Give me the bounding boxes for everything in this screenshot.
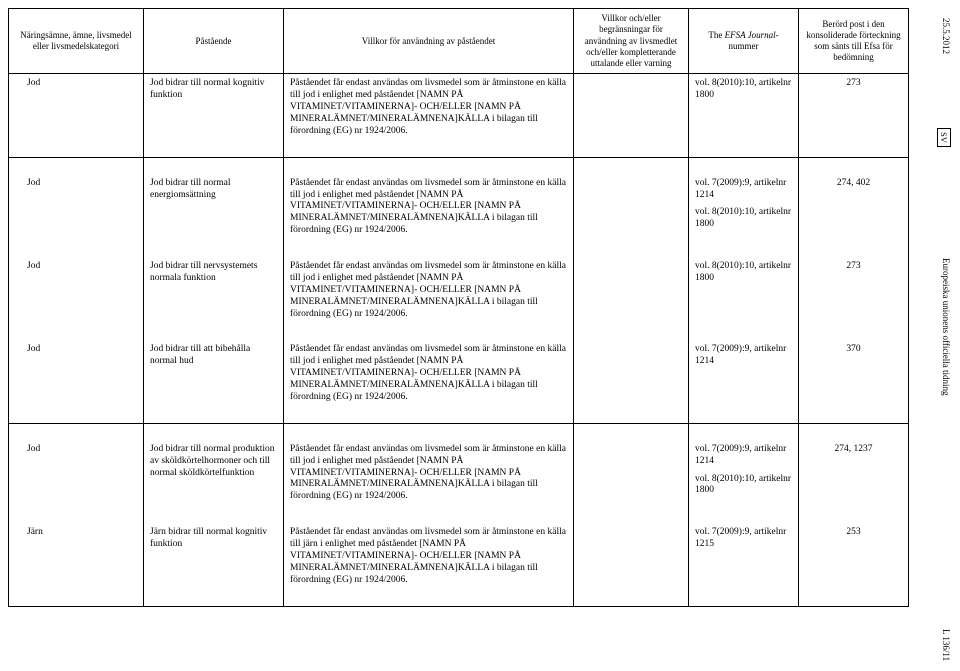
cell-nutrient: Jod bbox=[9, 440, 144, 507]
cell-entry: 273 bbox=[799, 257, 909, 324]
header-efsa-pre: The bbox=[708, 30, 724, 40]
cell-entry: 370 bbox=[799, 340, 909, 407]
header-conditions: Villkor för användning av påståendet bbox=[284, 9, 574, 74]
cell-claim: Jod bidrar till normal energiomsättning bbox=[144, 174, 284, 241]
cell-efsa: vol. 8(2010):10, artikelnr 1800 bbox=[689, 74, 799, 142]
cell-entry: 274, 402 bbox=[799, 174, 909, 241]
cell-nutrient: Jod bbox=[9, 257, 144, 324]
cell-claim: Järn bidrar till normal kognitiv funktio… bbox=[144, 523, 284, 590]
cell-restrictions bbox=[574, 174, 689, 241]
cell-claim: Jod bidrar till att bibehålla normal hud bbox=[144, 340, 284, 407]
cell-nutrient: Jod bbox=[9, 340, 144, 407]
header-efsa: The EFSA Journal-nummer bbox=[689, 9, 799, 74]
cell-nutrient: Jod bbox=[9, 174, 144, 241]
cell-restrictions bbox=[574, 257, 689, 324]
spacer bbox=[9, 507, 909, 523]
cell-efsa-a: vol. 7(2009):9, artikelnr 1214 bbox=[695, 444, 792, 468]
cell-restrictions bbox=[574, 340, 689, 407]
header-efsa-italic: EFSA Journal bbox=[725, 30, 776, 40]
cell-efsa: vol. 7(2009):9, artikelnr 1215 bbox=[689, 523, 799, 590]
margin-lang: SV bbox=[937, 128, 951, 147]
cell-restrictions bbox=[574, 74, 689, 142]
spacer bbox=[9, 158, 909, 174]
cell-conditions: Påståendet får endast användas om livsme… bbox=[284, 174, 574, 241]
table-row: Jod Jod bidrar till normal energiomsättn… bbox=[9, 174, 909, 241]
cell-nutrient: Järn bbox=[9, 523, 144, 590]
cell-claim: Jod bidrar till normal kognitiv funktion bbox=[144, 74, 284, 142]
cell-nutrient: Jod bbox=[9, 74, 144, 142]
cell-claim: Jod bidrar till normal produktion av skö… bbox=[144, 440, 284, 507]
margin-page: L 136/11 bbox=[941, 629, 951, 661]
spacer bbox=[9, 591, 909, 607]
cell-efsa: vol. 7(2009):9, artikelnr 1214 vol. 8(20… bbox=[689, 440, 799, 507]
cell-conditions: Påståendet får endast användas om livsme… bbox=[284, 74, 574, 142]
spacer bbox=[9, 241, 909, 257]
cell-entry: 253 bbox=[799, 523, 909, 590]
table-row: Järn Järn bidrar till normal kognitiv fu… bbox=[9, 523, 909, 590]
table-row: Jod Jod bidrar till att bibehålla normal… bbox=[9, 340, 909, 407]
margin-journal: Europeiska unionens officiella tidning bbox=[941, 258, 951, 396]
spacer bbox=[9, 408, 909, 424]
table-row: Jod Jod bidrar till nervsystemets normal… bbox=[9, 257, 909, 324]
header-row: Näringsämne, ämne, livsmedel eller livsm… bbox=[9, 9, 909, 74]
table-row: Jod Jod bidrar till normal kognitiv funk… bbox=[9, 74, 909, 142]
cell-entry: 273 bbox=[799, 74, 909, 142]
header-nutrient: Näringsämne, ämne, livsmedel eller livsm… bbox=[9, 9, 144, 74]
spacer bbox=[9, 324, 909, 340]
cell-restrictions bbox=[574, 523, 689, 590]
cell-efsa-b: vol. 8(2010):10, artikelnr 1800 bbox=[695, 207, 792, 231]
spacer bbox=[9, 142, 909, 158]
cell-restrictions bbox=[574, 440, 689, 507]
cell-efsa: vol. 7(2009):9, artikelnr 1214 vol. 8(20… bbox=[689, 174, 799, 241]
cell-conditions: Påståendet får endast användas om livsme… bbox=[284, 257, 574, 324]
cell-efsa-a: vol. 7(2009):9, artikelnr 1214 bbox=[695, 178, 792, 202]
cell-efsa: vol. 8(2010):10, artikelnr 1800 bbox=[689, 257, 799, 324]
cell-conditions: Påståendet får endast användas om livsme… bbox=[284, 440, 574, 507]
cell-efsa-b: vol. 8(2010):10, artikelnr 1800 bbox=[695, 474, 792, 498]
cell-conditions: Påståendet får endast användas om livsme… bbox=[284, 340, 574, 407]
page-container: Näringsämne, ämne, livsmedel eller livsm… bbox=[8, 8, 908, 648]
spacer bbox=[9, 424, 909, 440]
margin-date: 25.5.2012 bbox=[941, 18, 951, 54]
header-claim: Påstående bbox=[144, 9, 284, 74]
margin-right: 25.5.2012 SV Europeiska unionens officie… bbox=[934, 8, 954, 671]
cell-conditions: Påståendet får endast användas om livsme… bbox=[284, 523, 574, 590]
table-row: Jod Jod bidrar till normal produktion av… bbox=[9, 440, 909, 507]
cell-claim: Jod bidrar till nervsystemets normala fu… bbox=[144, 257, 284, 324]
regulation-table: Näringsämne, ämne, livsmedel eller livsm… bbox=[8, 8, 909, 607]
header-entry: Berörd post i den konsoliderade förteckn… bbox=[799, 9, 909, 74]
cell-entry: 274, 1237 bbox=[799, 440, 909, 507]
cell-efsa: vol. 7(2009):9, artikelnr 1214 bbox=[689, 340, 799, 407]
header-restrictions: Villkor och/eller begränsningar för anvä… bbox=[574, 9, 689, 74]
